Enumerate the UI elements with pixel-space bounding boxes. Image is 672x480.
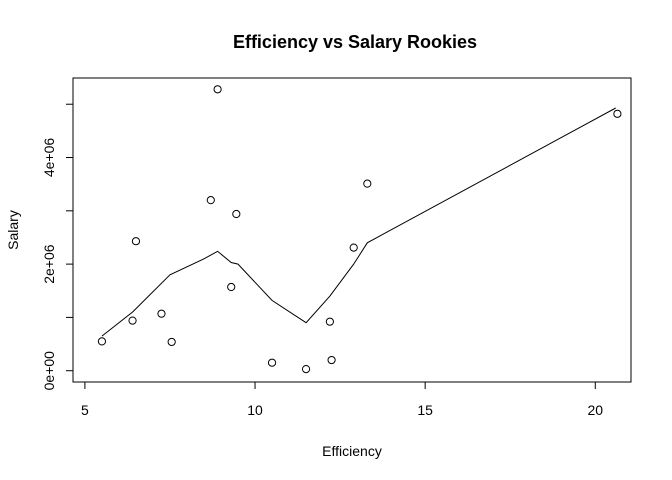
data-point xyxy=(301,365,311,374)
fit-line xyxy=(101,107,616,337)
data-point xyxy=(213,85,222,94)
y-axis-label: Salary xyxy=(5,210,21,250)
data-point xyxy=(327,355,336,365)
data-point xyxy=(128,316,137,325)
data-point xyxy=(227,282,236,292)
data-point xyxy=(349,243,358,252)
y-tick-label: 2e+06 xyxy=(41,244,57,284)
data-point xyxy=(131,237,141,246)
data-point xyxy=(206,196,215,205)
x-tick-label: 15 xyxy=(417,402,433,418)
data-point xyxy=(325,317,334,326)
data-point xyxy=(167,337,176,347)
data-point xyxy=(97,337,107,346)
chart-title: Efficiency vs Salary Rookies xyxy=(233,32,477,52)
data-point xyxy=(363,179,372,188)
y-axis: 0e+00 2e+06 4e+06 xyxy=(41,103,74,391)
data-point xyxy=(613,109,622,118)
y-tick-label: 0e+00 xyxy=(41,351,57,391)
x-axis-label: Efficiency xyxy=(322,443,382,459)
x-tick-label: 20 xyxy=(587,402,603,418)
x-tick-label: 10 xyxy=(247,402,263,418)
x-tick-label: 5 xyxy=(81,402,89,418)
data-points xyxy=(97,85,622,374)
x-axis: 5 10 15 20 xyxy=(81,381,603,418)
plot-frame xyxy=(72,77,632,383)
y-tick-label: 4e+06 xyxy=(41,138,57,178)
data-point xyxy=(232,209,241,219)
data-point xyxy=(267,358,277,367)
data-point xyxy=(157,309,166,318)
